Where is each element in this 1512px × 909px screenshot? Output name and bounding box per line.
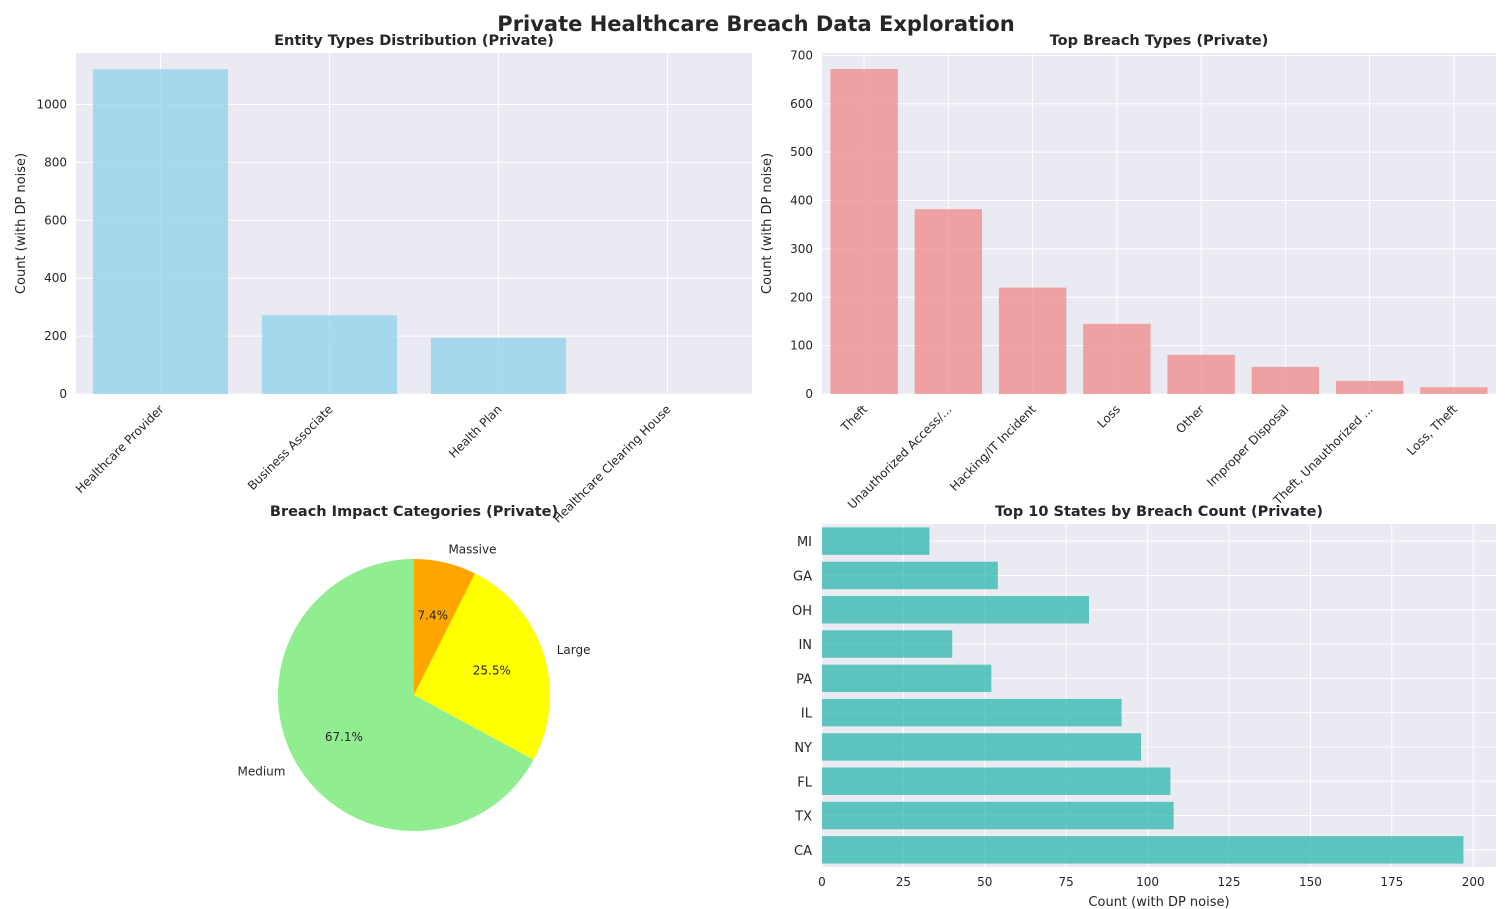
- y-tick-label: 700: [790, 48, 813, 62]
- pie-label: Medium: [237, 765, 285, 779]
- x-tick-label: 175: [1380, 875, 1403, 889]
- bar-oh: [822, 596, 1089, 624]
- pie-slice-medium: [277, 559, 534, 832]
- chart-title: Entity Types Distribution (Private): [274, 33, 554, 49]
- y-tick-label: 600: [44, 213, 67, 227]
- bar-theft: [830, 68, 898, 394]
- x-tick-label: 125: [1218, 875, 1241, 889]
- y-tick-label: FL: [797, 775, 812, 790]
- y-tick-label: 600: [790, 97, 813, 111]
- bar-ny: [822, 733, 1142, 761]
- y-axis-label: Count (with DP noise): [760, 153, 775, 294]
- y-tick-label: 100: [790, 339, 813, 353]
- bar-il: [822, 698, 1122, 727]
- y-tick-label: 200: [790, 290, 813, 304]
- x-tick-label: Health Plan: [446, 402, 505, 461]
- bar-other: [1167, 354, 1235, 394]
- bar-theft-unauthorized: [1335, 380, 1404, 394]
- x-tick-label: Loss, Theft: [1404, 402, 1460, 458]
- bar-tx: [822, 801, 1174, 830]
- x-tick-label: Other: [1173, 402, 1207, 436]
- x-tick-label: Loss: [1094, 402, 1123, 431]
- chart-title: Top 10 States by Breach Count (Private): [995, 504, 1323, 520]
- bar-hacking-it-incident: [998, 287, 1067, 394]
- bar-loss: [1083, 323, 1151, 394]
- bar-fl: [822, 767, 1171, 795]
- x-tick-label: 100: [1136, 875, 1159, 889]
- pie-pct-label: 67.1%: [325, 730, 363, 744]
- bar-health-plan: [430, 337, 567, 394]
- y-tick-label: 0: [805, 387, 813, 401]
- bar-ga: [822, 561, 998, 590]
- x-tick-label: Business Associate: [245, 402, 336, 493]
- y-tick-label: IL: [801, 707, 813, 722]
- bar-healthcare-provider: [92, 69, 229, 395]
- x-tick-label: 0: [818, 875, 826, 889]
- impact-pie-chart: 7.4% Massive 25.5% Large 67.1% Medium Breach I…: [237, 504, 591, 832]
- bar-ca: [822, 836, 1464, 864]
- x-tick-label: Theft: [838, 402, 871, 435]
- x-axis-label: Count (with DP noise): [1088, 895, 1229, 909]
- y-tick-label: OH: [792, 604, 812, 619]
- chart-title: Breach Impact Categories (Private): [270, 504, 558, 520]
- x-tick-label: 25: [896, 875, 911, 889]
- bar-loss-theft: [1420, 387, 1488, 394]
- states-chart: 0 25 50 75 100 125 150 175 200 CA TX FL NY IL PA IN OH GA…: [792, 504, 1496, 909]
- bar-in: [822, 630, 953, 658]
- x-tick-label: 75: [1059, 875, 1074, 889]
- y-tick-label: 1000: [36, 98, 67, 112]
- breach-types-chart: 0100200300400500600700TheftUnauthorized …: [760, 33, 1496, 512]
- bar-unauthorized-access: [914, 209, 983, 394]
- y-tick-label: NY: [794, 741, 812, 756]
- y-tick-label: TX: [794, 810, 812, 825]
- chart-title: Top Breach Types (Private): [1050, 33, 1269, 49]
- y-tick-label: 300: [790, 242, 813, 256]
- pie-pct-label: 25.5%: [473, 664, 511, 678]
- y-tick-label: MI: [797, 535, 812, 550]
- pie-pct-label: 7.4%: [418, 609, 449, 623]
- figure-title: Private Healthcare Breach Data Explorati…: [497, 12, 1015, 36]
- y-tick-label: GA: [793, 569, 812, 584]
- y-axis-label: Count (with DP noise): [14, 153, 29, 294]
- x-tick-label: 150: [1299, 875, 1322, 889]
- bar-improper-disposal: [1251, 366, 1320, 394]
- entity-types-chart: 0 200 400 600 800 1000 Healthcare Provider Busi…: [14, 33, 752, 526]
- x-tick-label: Improper Disposal: [1204, 402, 1291, 489]
- x-tick-label: Theft, Unauthorized ...: [1270, 402, 1376, 508]
- x-tick-label: Healthcare Clearing House: [550, 402, 673, 525]
- y-tick-label: 400: [44, 271, 67, 285]
- y-tick-label: 500: [790, 145, 813, 159]
- x-tick-label: 200: [1462, 875, 1485, 889]
- pie-slice-massive: [414, 559, 475, 695]
- y-tick-label: 800: [44, 155, 67, 169]
- x-tick-label: Hacking/IT Incident: [947, 402, 1039, 494]
- y-tick-label: CA: [794, 844, 812, 859]
- bar-mi: [822, 527, 930, 555]
- pie-slice-large: [414, 573, 550, 760]
- bar-pa: [822, 664, 992, 693]
- bar-business-associate: [261, 315, 398, 394]
- y-tick-label: 400: [790, 194, 813, 208]
- y-tick-label: IN: [798, 638, 812, 653]
- y-tick-label: 200: [44, 329, 67, 343]
- pie-label: Massive: [448, 542, 496, 556]
- x-tick-label: 50: [977, 875, 992, 889]
- pie-label: Large: [557, 643, 591, 657]
- y-tick-label: 0: [59, 387, 67, 401]
- x-tick-label: Healthcare Provider: [73, 402, 167, 496]
- y-tick-label: PA: [796, 672, 812, 687]
